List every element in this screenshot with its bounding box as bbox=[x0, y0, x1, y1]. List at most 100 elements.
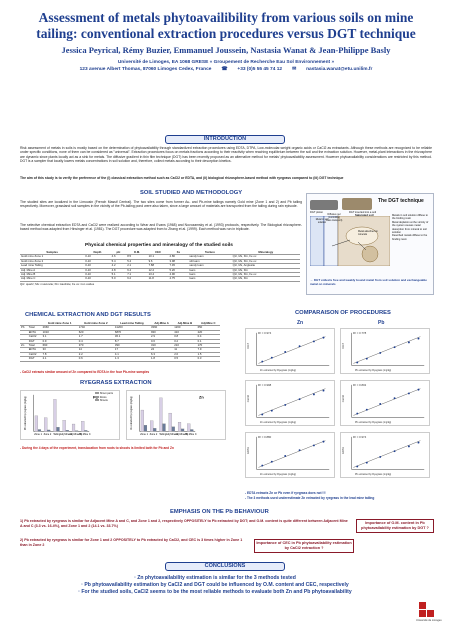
scatter-point bbox=[261, 464, 264, 467]
table-cell: 690 bbox=[41, 343, 78, 349]
scatter-point bbox=[417, 388, 420, 391]
bar-roots bbox=[44, 417, 48, 432]
scatter-point bbox=[312, 340, 315, 343]
soil-table-title: Physical chemical properties and mineral… bbox=[85, 243, 233, 248]
chemical-caption: - CaCl2 extracts similar amount of Zn co… bbox=[20, 370, 150, 374]
affiliation-address: 123 avenue Albert Thomas, 87060 Limoges … bbox=[79, 67, 212, 72]
table-cell: 620 bbox=[77, 330, 114, 336]
table-cell: 0.4 bbox=[77, 339, 114, 345]
mail-icon: ✉ bbox=[292, 67, 297, 72]
table-cell: 8.7 bbox=[113, 339, 150, 345]
conclusion-item: · For the studied soils, CaCl2 seems to … bbox=[78, 589, 352, 595]
chemical-table-body: Pb Total 2960 1740 41200 3360 1260 650 EDTA 1010 6… bbox=[20, 326, 220, 362]
table-cell: 6870 bbox=[113, 330, 150, 336]
bar-roots bbox=[187, 423, 191, 432]
table-cell: 0-10 bbox=[84, 259, 111, 265]
scatter-point bbox=[284, 351, 287, 353]
scatter-point bbox=[312, 393, 315, 396]
table-cell: 390 bbox=[113, 343, 150, 349]
ryegrass-header: RYEGRASS EXTRACTION bbox=[80, 380, 152, 386]
comparison-col-zn: Zn bbox=[297, 320, 304, 326]
conclusions-header: CONCLUSIONS bbox=[165, 562, 285, 571]
intro-aim: The aim of this study is to verify the p… bbox=[20, 176, 344, 180]
bar-roots bbox=[159, 397, 163, 432]
intro-text: Risk assessment of metals in soils is mo… bbox=[20, 146, 432, 164]
table-row: Gold mine Zone 2 0-10 5.4 5.4 9.6 3.98 silt lo… bbox=[20, 259, 300, 265]
scatter-axis bbox=[351, 436, 425, 470]
table-cell: Adj. Mine B bbox=[20, 272, 85, 278]
dgt-label: Metal adsorbed on minerals bbox=[358, 230, 378, 236]
scatter-svg bbox=[351, 332, 425, 366]
table-cell: 11.8 bbox=[147, 277, 169, 282]
table-cell: 210 bbox=[173, 343, 197, 349]
bar-shoots bbox=[65, 430, 69, 432]
comparison-header: COMPARAISON OF PROCEDURES bbox=[295, 310, 391, 316]
table-cell: CaCl2 bbox=[27, 352, 42, 358]
table-row: Adj. Mine C 0-10 5.0 6.2 11.8 4.75 loam Qtz, Ms… bbox=[20, 277, 300, 282]
scatter-x-label: Pb extracted by Ryegrass (mg/kg) bbox=[355, 369, 392, 372]
scatter-point bbox=[379, 455, 382, 458]
scatter-point bbox=[322, 440, 325, 443]
category-tick-label: Tailing bbox=[53, 433, 61, 436]
table-cell: 5.1 bbox=[110, 272, 127, 278]
scatter-row-label: CaCl2 bbox=[342, 395, 345, 403]
scatter-row-label: DGT bbox=[247, 343, 250, 349]
scatter-point bbox=[379, 403, 382, 405]
scatter-point bbox=[417, 337, 420, 340]
comparison-scatter-chart: R² = 0.974 DGT Zn extracted by Ryegrass (m… bbox=[245, 328, 335, 374]
table-cell: Qtz, Ms, Kln, Fe ox bbox=[231, 259, 300, 265]
table-header: Texture bbox=[188, 250, 232, 256]
scatter-r2: R² = 0.802 bbox=[353, 383, 367, 387]
table-cell: 4.8 bbox=[110, 268, 127, 274]
table-header: Gold mine Zone 2 bbox=[77, 321, 114, 327]
table-cell: 17 bbox=[113, 348, 150, 353]
scatter-r2: R² = 0.974 bbox=[353, 435, 367, 439]
table-cell: EDTA bbox=[27, 330, 42, 336]
comparison-col-pb: Pb bbox=[378, 320, 385, 326]
table-cell: 1.5 bbox=[196, 352, 220, 358]
university-logo: Université de Limoges bbox=[416, 600, 444, 626]
table-cell: loam bbox=[188, 268, 232, 274]
table-cell: 5.4 bbox=[126, 259, 148, 265]
chart-title: Zn bbox=[199, 396, 204, 400]
scatter-x-label: Zn extracted by Ryegrass (mg/kg) bbox=[260, 369, 297, 372]
category-tick-label: Zone 1 bbox=[140, 433, 148, 436]
table-cell bbox=[20, 347, 28, 353]
comparison-caption-1: - EDTA extracts Zn or Pb even if ryegras… bbox=[245, 491, 326, 495]
table-cell: 2.1 bbox=[126, 263, 148, 269]
table-cell bbox=[20, 334, 28, 340]
bar-roots bbox=[62, 420, 66, 432]
scatter-point bbox=[365, 357, 368, 360]
table-cell: Total bbox=[27, 326, 42, 331]
bar-shoots bbox=[190, 429, 194, 432]
bar-shoots bbox=[181, 428, 185, 432]
scatter-point bbox=[298, 398, 301, 401]
chart-axis bbox=[139, 394, 196, 432]
category-tick-label: Zone 1 bbox=[34, 433, 42, 436]
scatter-x-label: Pb extracted by Ryegrass (mg/kg) bbox=[355, 473, 392, 476]
table-header: Gold mine Zone 1 bbox=[41, 321, 78, 327]
table-cell: DGT bbox=[27, 339, 42, 345]
table-cell: 5.20 bbox=[168, 268, 189, 274]
scatter-svg bbox=[256, 436, 330, 470]
table-row: EDTA 1010 620 6870 930 410 220 bbox=[20, 330, 220, 336]
legend-item: Shoot parts bbox=[95, 392, 113, 396]
dgt-caption: → DGT collects free and weakly bound met… bbox=[310, 278, 427, 286]
table-cell: 0.5 bbox=[173, 356, 197, 362]
table-cell: 4.90 bbox=[168, 272, 189, 278]
bar-roots bbox=[177, 422, 182, 432]
affiliation-phone: +33 (0)5 55 45 74 12 bbox=[237, 67, 283, 72]
bar-roots bbox=[53, 399, 57, 432]
bar-roots bbox=[150, 420, 154, 432]
scatter-axis bbox=[256, 332, 330, 366]
scatter-point bbox=[312, 444, 315, 447]
chemical-table: Gold mine Zone 1 Gold mine Zone 2 Lead m… bbox=[20, 321, 220, 362]
scatter-point bbox=[393, 346, 396, 349]
scatter-trendline bbox=[353, 440, 421, 468]
table-cell: 0.6 bbox=[77, 356, 114, 362]
scatter-axis bbox=[351, 332, 425, 366]
table-row: Pb Total 2960 1740 41200 3360 1260 650 bbox=[20, 326, 220, 331]
scatter-point bbox=[298, 449, 301, 452]
table-cell: 11 bbox=[173, 348, 197, 353]
table-cell: Qtz, Ms, Kln, Fe ox bbox=[231, 255, 300, 260]
